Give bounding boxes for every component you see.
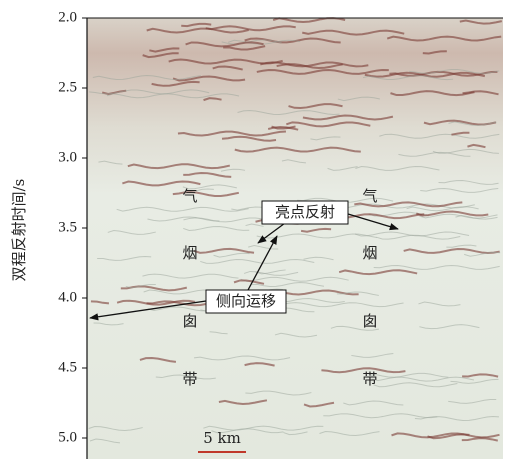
y-tick-label: 5.0 [58, 429, 77, 445]
y-tick-label: 3.5 [58, 219, 77, 235]
chimney-label: 带 [362, 370, 377, 388]
chimney-label: 烟 [182, 244, 197, 262]
y-tick-label: 4.0 [58, 289, 77, 305]
section-background [87, 18, 503, 459]
chimney-label: 气 [362, 187, 377, 205]
y-axis-label: 双程反射时间/s [10, 179, 28, 282]
chimney-label: 囱 [362, 312, 377, 330]
annotation: 亮点反射 [275, 203, 335, 221]
scale-bar-label: 5 km [203, 429, 241, 447]
chimney-label: 带 [182, 370, 197, 388]
y-tick-label: 3.0 [58, 149, 77, 165]
annotation: 侧向运移 [216, 292, 276, 310]
y-tick-label: 2.0 [58, 9, 77, 25]
y-tick-label: 2.5 [58, 79, 77, 95]
chimney-label: 烟 [362, 244, 377, 262]
chimney-label: 囱 [182, 312, 197, 330]
figure: 双程反射时间/s 亮点反射 侧向运移 5 km 2.0 2.5 3.0 3.5 4.0 4… [0, 0, 505, 459]
chimney-label: 气 [182, 187, 197, 205]
y-tick-label: 4.5 [58, 359, 77, 375]
